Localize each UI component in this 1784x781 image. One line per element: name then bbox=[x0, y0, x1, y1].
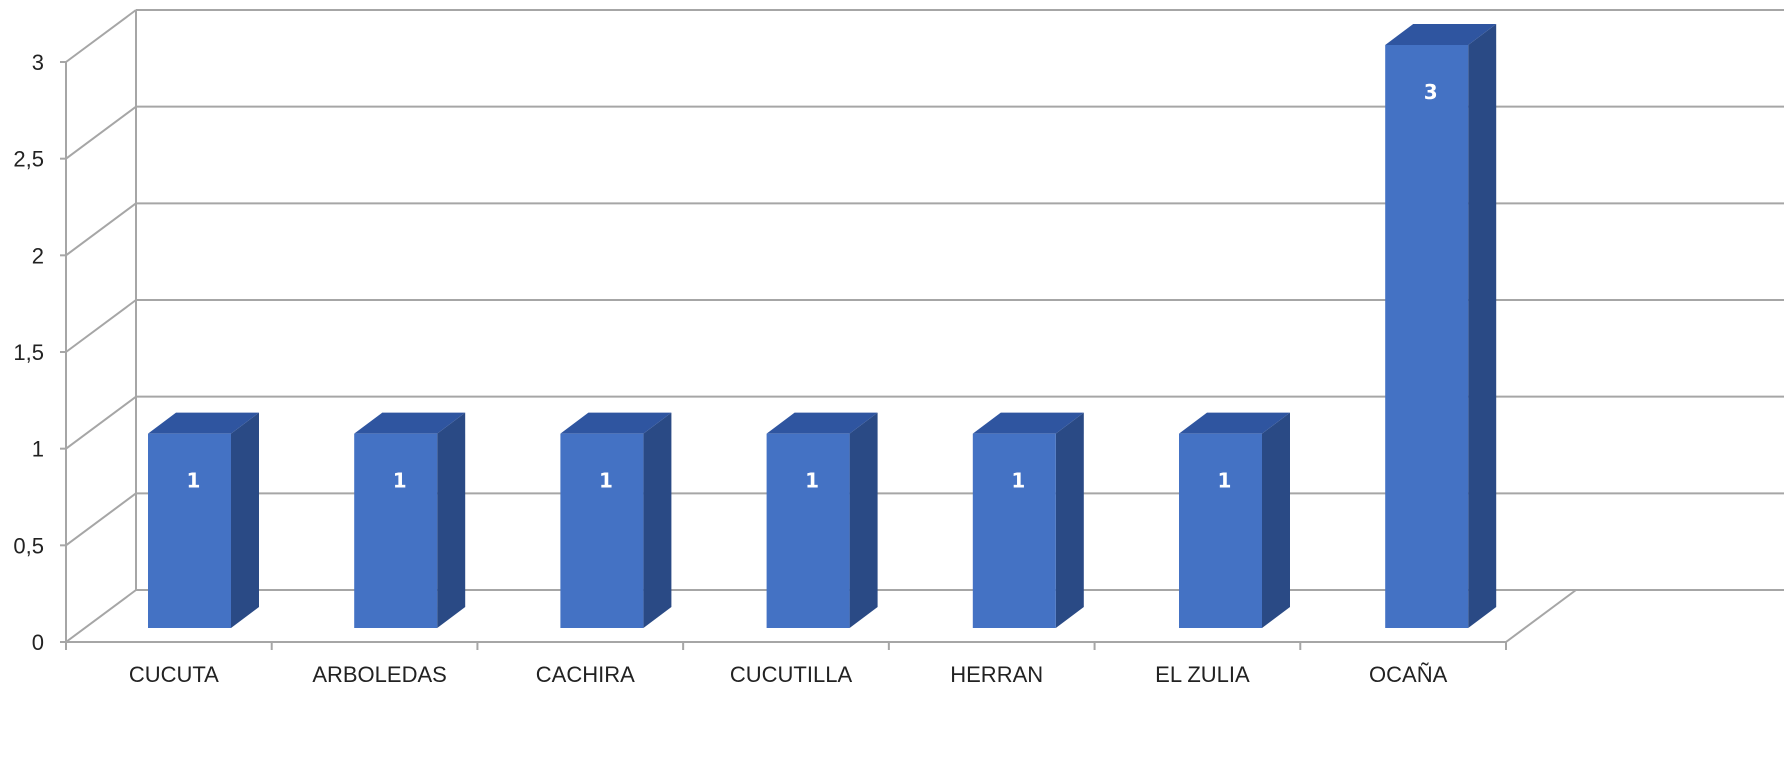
bar-top bbox=[560, 412, 672, 434]
data-label: 1 bbox=[393, 469, 407, 493]
bar-top bbox=[1179, 412, 1290, 434]
y-tick-label: 1 bbox=[32, 437, 44, 462]
gridline-depth bbox=[65, 202, 137, 257]
gridline-depth bbox=[65, 299, 137, 353]
x-tick-label: CACHIRA bbox=[536, 662, 635, 687]
x-tick-label: HERRAN bbox=[950, 662, 1043, 687]
gridline-depth bbox=[65, 589, 137, 643]
floor-right-edge bbox=[1505, 589, 1577, 643]
bar: 1 bbox=[766, 412, 878, 628]
x-axis-labels: CUCUTA ARBOLEDAS CACHIRA CUCUTILLA HERRAN EL … bbox=[65, 642, 1507, 687]
bar-top bbox=[148, 412, 259, 434]
x-tick-label: CUCUTA bbox=[129, 662, 219, 687]
bar-side bbox=[849, 412, 878, 628]
bar-side bbox=[1468, 24, 1497, 628]
x-tick-label: ARBOLEDAS bbox=[312, 662, 447, 687]
y-tick-label: 0,5 bbox=[13, 533, 44, 558]
bar-side bbox=[1055, 412, 1084, 628]
bar: 3 bbox=[1385, 24, 1497, 628]
bar-top bbox=[1385, 24, 1497, 45]
x-tick-label: OCAÑA bbox=[1369, 662, 1448, 687]
bar-side bbox=[437, 412, 466, 628]
bar-front bbox=[1179, 433, 1262, 628]
bar-top bbox=[766, 412, 878, 434]
gridline-depth bbox=[65, 9, 137, 63]
data-label: 3 bbox=[1424, 80, 1438, 104]
bar-front bbox=[766, 433, 850, 628]
gridline-depth bbox=[65, 492, 137, 547]
bars: 1 1 1 1 1 1 3 bbox=[148, 24, 1497, 628]
bar-front bbox=[1385, 45, 1469, 628]
data-label: 1 bbox=[805, 469, 819, 493]
x-tick-label: CUCUTILLA bbox=[730, 662, 853, 687]
gridline-depth bbox=[65, 395, 137, 450]
gridlines bbox=[65, 9, 1784, 643]
gridline-depth bbox=[65, 105, 137, 160]
bar-front bbox=[972, 433, 1056, 628]
bar-side bbox=[231, 412, 259, 628]
data-label: 1 bbox=[1011, 469, 1025, 493]
bar-front bbox=[148, 433, 231, 628]
bar-front bbox=[354, 433, 438, 628]
bar-top bbox=[972, 412, 1084, 434]
bar-front bbox=[560, 433, 644, 628]
y-tick-label: 3 bbox=[32, 50, 44, 75]
bar: 1 bbox=[148, 412, 259, 628]
y-tick-label: 2,5 bbox=[13, 147, 44, 172]
bar-side bbox=[643, 412, 672, 628]
data-label: 1 bbox=[1218, 469, 1232, 493]
data-label: 1 bbox=[599, 469, 613, 493]
y-tick-label: 0 bbox=[32, 630, 44, 655]
data-label: 1 bbox=[187, 469, 201, 493]
bar: 1 bbox=[1179, 412, 1290, 628]
x-tick-label: EL ZULIA bbox=[1155, 662, 1250, 687]
y-axis-ticks: 0 0,5 1 1,5 2 2,5 3 bbox=[13, 50, 66, 655]
bar: 1 bbox=[560, 412, 672, 628]
y-tick-label: 1,5 bbox=[13, 340, 44, 365]
bar-side bbox=[1262, 412, 1290, 628]
bar: 1 bbox=[354, 412, 466, 628]
y-tick-label: 2 bbox=[32, 243, 44, 268]
bar-top bbox=[354, 412, 466, 434]
bar: 1 bbox=[972, 412, 1084, 628]
